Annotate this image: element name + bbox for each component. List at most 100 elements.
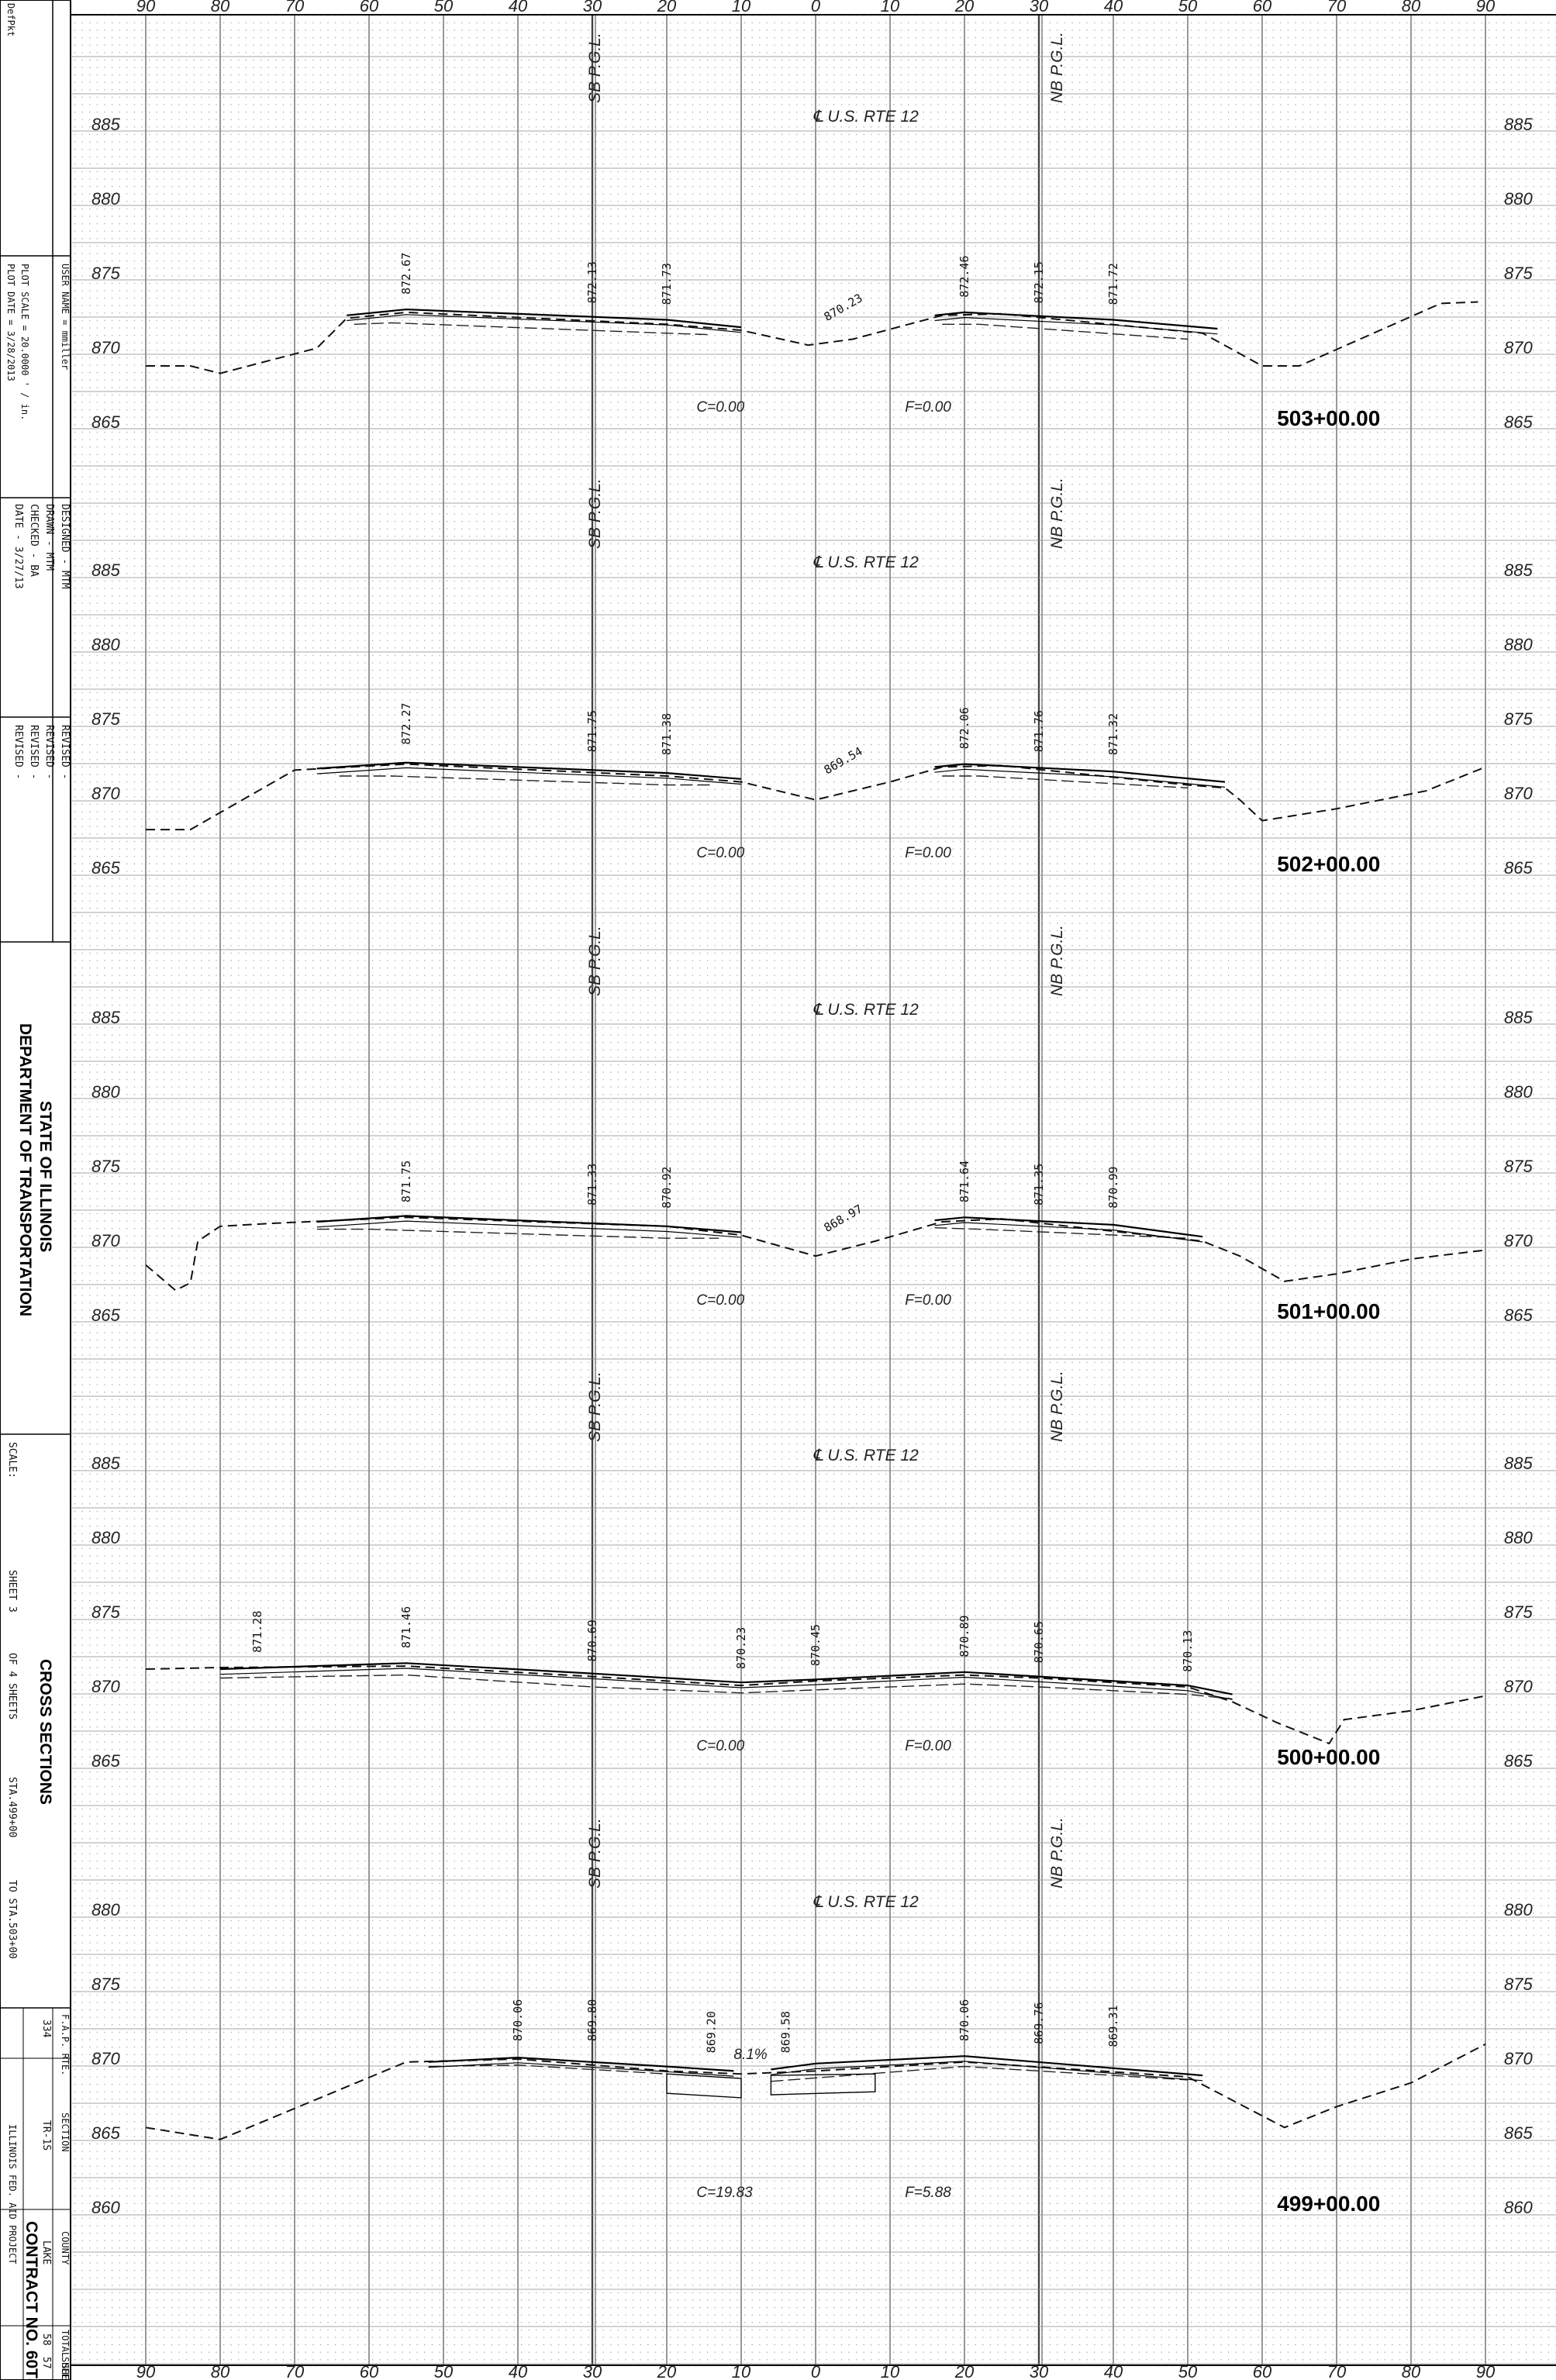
elevation-label-left: 885 bbox=[91, 1454, 120, 1473]
centerline-label: ℄ U.S. RTE 12 bbox=[813, 1447, 919, 1464]
date-field: DATE - 3/27/13 bbox=[12, 504, 24, 589]
agency-line-1: STATE OF ILLINOIS bbox=[36, 1101, 54, 1252]
offset-label-bottom: 30 bbox=[583, 2362, 602, 2380]
point-elevation-label: 870.65 bbox=[1032, 1621, 1046, 1663]
point-elevation-label: 871.76 bbox=[1032, 710, 1046, 752]
elevation-label-right: 875 bbox=[1504, 1602, 1533, 1622]
point-elevation-label: 871.72 bbox=[1106, 263, 1120, 305]
offset-label-bottom: 0 bbox=[811, 2362, 821, 2380]
fill-value: F=0.00 bbox=[905, 399, 951, 416]
offset-label-bottom: 90 bbox=[136, 2362, 156, 2380]
point-elevation-label: 871.35 bbox=[1032, 1164, 1046, 1206]
sheet-title: CROSS SECTIONS bbox=[36, 1659, 54, 1805]
point-elevation-label: 872.15 bbox=[1032, 261, 1046, 303]
agency-line-2: DEPARTMENT OF TRANSPORTATION bbox=[16, 1023, 34, 1316]
sb-pgl-label: SB P.G.L. bbox=[586, 1371, 604, 1442]
elevation-label-right: 865 bbox=[1504, 412, 1533, 432]
elevation-label-left: 885 bbox=[91, 115, 120, 134]
elevation-label-left: 865 bbox=[91, 858, 120, 878]
fap-label: F.A.P. RTE. bbox=[60, 2014, 71, 2075]
cut-value: C=0.00 bbox=[696, 399, 744, 416]
pavement-bottom-line bbox=[771, 2061, 1203, 2082]
offset-axis-top: 90 80 70 60 50 40 30 20 10 0 10 20 30 40 50 60 70 80 90 bbox=[136, 0, 1496, 16]
proposed-pavement-line bbox=[428, 2056, 734, 2072]
section-value: TR-1S bbox=[40, 2120, 52, 2151]
proposed-pavement-line bbox=[771, 2055, 1203, 2077]
elevation-label-left: 870 bbox=[91, 338, 120, 357]
drawn-field: DRAWN - MTM bbox=[43, 504, 55, 571]
point-elevation-label: 872.67 bbox=[399, 253, 413, 295]
offset-label-top: 10 bbox=[881, 0, 900, 16]
elevation-label-left: 875 bbox=[91, 1602, 120, 1622]
station-range-to: TO STA.503+00 bbox=[6, 1880, 18, 1959]
sheet-label: SHEET 3 bbox=[6, 1570, 18, 1613]
elevation-label-left: 885 bbox=[91, 1008, 120, 1027]
elevation-label-right: 875 bbox=[1504, 709, 1533, 729]
elevation-label-left: 870 bbox=[91, 784, 120, 803]
elevation-label-left: 880 bbox=[91, 1082, 120, 1102]
grid-lines bbox=[71, 14, 1556, 2366]
subgrade-line bbox=[934, 1227, 1189, 1239]
station-label: 499+00.00 bbox=[1277, 2192, 1380, 2216]
cut-value: C=19.83 bbox=[696, 2185, 753, 2201]
culvert-structure bbox=[770, 2073, 876, 2095]
point-elevation-label: 869.31 bbox=[1106, 2005, 1120, 2047]
offset-label-top: 10 bbox=[732, 0, 751, 16]
pavement-bottom-line bbox=[934, 316, 1218, 335]
subgrade-line bbox=[339, 775, 712, 786]
point-elevation-label: 870.69 bbox=[585, 1619, 599, 1661]
existing-ground-line bbox=[145, 2043, 1486, 2140]
point-elevation-label: 872.46 bbox=[957, 256, 971, 298]
revised-field-4: REVISED - bbox=[12, 725, 24, 779]
proposed-pavement-line bbox=[316, 1215, 742, 1233]
checked-field: CHECKED - BA bbox=[28, 504, 40, 577]
offset-label-top: 50 bbox=[1178, 0, 1198, 16]
subgrade-line bbox=[771, 2065, 1189, 2082]
title-block: DefPkt USER NAME = mmiller PLOT SCALE = … bbox=[0, 0, 71, 2380]
point-elevation-label: 869.20 bbox=[705, 2011, 719, 2053]
designed-field: DESIGNED - MTM bbox=[59, 504, 71, 589]
proposed-pavement-line bbox=[934, 311, 1218, 330]
elevation-label-right: 870 bbox=[1504, 338, 1533, 357]
elevation-label-left: 880 bbox=[91, 635, 120, 654]
elevation-label-right: 870 bbox=[1504, 2049, 1533, 2068]
elevation-label-left: 865 bbox=[91, 2123, 120, 2143]
offset-label-top: 60 bbox=[360, 0, 379, 16]
sheet-no-label: SHEET NO. bbox=[60, 2357, 71, 2380]
elevation-label-right: 865 bbox=[1504, 858, 1533, 878]
offset-label-top: 80 bbox=[1402, 0, 1421, 16]
pavement-bottom-line bbox=[428, 2062, 734, 2077]
fill-value: F=0.00 bbox=[905, 1738, 951, 1754]
total-sheets-value: 58 bbox=[40, 2333, 52, 2346]
elevation-label-right: 875 bbox=[1504, 264, 1533, 283]
grid-area bbox=[71, 15, 1556, 2365]
of-sheets-label: OF 4 SHEETS bbox=[6, 1653, 18, 1719]
offset-label-top: 70 bbox=[285, 0, 305, 16]
sb-pgl-label: SB P.G.L. bbox=[586, 1818, 604, 1888]
cut-value: C=0.00 bbox=[696, 1738, 744, 1754]
sb-pgl-label: SB P.G.L. bbox=[586, 926, 604, 996]
culvert-structure bbox=[666, 2073, 742, 2099]
point-elevation-label: 872.27 bbox=[399, 702, 413, 744]
sb-pgl-label: SB P.G.L. bbox=[586, 478, 604, 549]
elevation-label-right: 885 bbox=[1504, 115, 1533, 134]
offset-label-bottom: 60 bbox=[360, 2362, 379, 2380]
pavement-bottom-line bbox=[316, 767, 742, 785]
plot-scale: PLOT SCALE = 20.0000 ' / in. bbox=[19, 264, 30, 420]
county-value: LAKE bbox=[40, 2240, 52, 2264]
elevation-label-left: 880 bbox=[91, 1528, 120, 1547]
offset-label-bottom: 70 bbox=[285, 2362, 305, 2380]
elevation-label-left: 870 bbox=[91, 1677, 120, 1696]
revised-field-1: REVISED - bbox=[59, 725, 71, 779]
point-elevation-label: 870.89 bbox=[957, 1615, 971, 1657]
elevation-label-left: 870 bbox=[91, 1231, 120, 1250]
point-elevation-label: 871.28 bbox=[250, 1611, 264, 1653]
station-range-from: STA.499+00 bbox=[6, 1777, 18, 1837]
total-sheets-label: TOTAL SHEETS bbox=[60, 2330, 71, 2380]
existing-ground-line bbox=[146, 301, 1478, 374]
county-label: COUNTY bbox=[60, 2231, 71, 2265]
offset-label-top: 40 bbox=[1104, 0, 1123, 16]
proposed-pavement-line bbox=[934, 763, 1226, 783]
fill-value: F=0.00 bbox=[905, 1292, 951, 1309]
